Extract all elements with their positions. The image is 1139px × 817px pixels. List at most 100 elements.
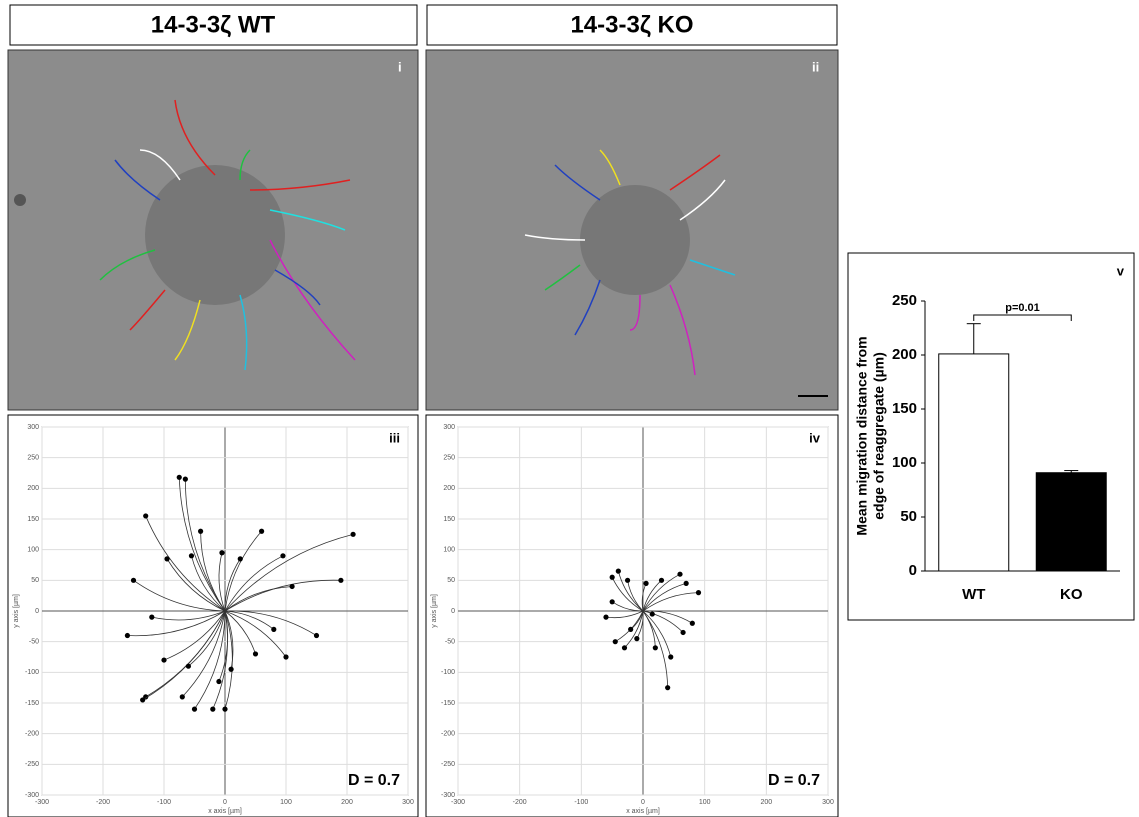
track-end bbox=[283, 654, 289, 660]
x-tick-label: 0 bbox=[641, 799, 645, 806]
panel-label: iv bbox=[809, 430, 821, 445]
track bbox=[188, 610, 226, 667]
track-end bbox=[237, 556, 243, 562]
track-end bbox=[665, 685, 671, 691]
y-axis-label: Mean migration distance from bbox=[854, 336, 870, 535]
track bbox=[642, 610, 672, 658]
track bbox=[642, 610, 669, 688]
track bbox=[624, 610, 644, 649]
track bbox=[224, 610, 287, 658]
y-tick-label: -100 bbox=[25, 669, 39, 676]
x-tick-label: -100 bbox=[574, 799, 588, 806]
track-end bbox=[140, 697, 146, 703]
y-tick-label: 200 bbox=[27, 485, 39, 492]
x-tick-label: -100 bbox=[157, 799, 171, 806]
panel-frame bbox=[425, 414, 839, 817]
y-tick-label: -250 bbox=[441, 761, 455, 768]
track bbox=[224, 610, 317, 636]
track bbox=[178, 477, 226, 612]
y-tick-label: -250 bbox=[25, 761, 39, 768]
y-tick-label: -300 bbox=[441, 792, 455, 799]
track-end bbox=[222, 706, 228, 712]
bar bbox=[1035, 472, 1107, 572]
y-tick-label: 0 bbox=[451, 608, 455, 615]
x-tick-label: -200 bbox=[96, 799, 110, 806]
track-end bbox=[338, 577, 344, 583]
track bbox=[194, 610, 226, 710]
track bbox=[642, 583, 687, 612]
y-axis-label: y axis [µm] bbox=[13, 594, 20, 628]
panel-label: ii bbox=[812, 59, 819, 74]
track-end bbox=[164, 556, 170, 562]
track bbox=[224, 531, 262, 612]
panel-frame bbox=[7, 414, 419, 817]
track-end bbox=[612, 639, 618, 645]
track bbox=[627, 580, 644, 612]
track-end bbox=[689, 620, 695, 626]
y-tick-label: 50 bbox=[900, 508, 917, 525]
y-tick-label: 150 bbox=[892, 400, 917, 417]
track bbox=[611, 601, 644, 612]
track-end bbox=[188, 553, 195, 559]
track-end bbox=[130, 577, 137, 583]
track-end bbox=[289, 583, 295, 590]
track-end bbox=[161, 657, 167, 663]
track bbox=[224, 533, 354, 612]
track-end bbox=[350, 531, 356, 537]
track bbox=[182, 610, 226, 698]
y-tick-label: 150 bbox=[443, 516, 455, 523]
track bbox=[151, 610, 226, 621]
bar bbox=[938, 353, 1010, 572]
y-tick-label: 0 bbox=[35, 608, 39, 615]
track bbox=[218, 610, 229, 682]
track bbox=[166, 558, 226, 612]
track-end bbox=[143, 513, 149, 519]
track bbox=[611, 577, 644, 612]
track-end bbox=[649, 611, 655, 617]
track-end bbox=[609, 574, 615, 580]
x-tick-label: 100 bbox=[699, 799, 711, 806]
track-end bbox=[603, 614, 609, 620]
track-end bbox=[634, 636, 640, 642]
y-tick-label: 300 bbox=[27, 424, 39, 431]
y-tick-label: -200 bbox=[25, 731, 39, 738]
track bbox=[605, 610, 644, 619]
significance-bracket bbox=[973, 314, 1072, 321]
header-box bbox=[426, 4, 838, 46]
track-end bbox=[219, 550, 225, 556]
track bbox=[163, 610, 226, 661]
track bbox=[224, 558, 241, 612]
y-tick-label: 300 bbox=[443, 424, 455, 431]
y-tick-label: 100 bbox=[27, 547, 39, 554]
y-tick-label: 0 bbox=[909, 562, 917, 579]
track bbox=[642, 580, 662, 612]
track bbox=[224, 610, 275, 630]
x-tick-label: 0 bbox=[223, 799, 227, 806]
y-tick-label: -150 bbox=[441, 700, 455, 707]
x-tick-label: 100 bbox=[280, 799, 292, 806]
track bbox=[142, 610, 226, 701]
track-end bbox=[609, 599, 615, 605]
track-end bbox=[313, 632, 320, 639]
track-end bbox=[124, 632, 130, 639]
y-axis-label: y axis [µm] bbox=[431, 594, 438, 628]
x-tick-label: KO bbox=[1060, 586, 1083, 603]
track-end bbox=[252, 651, 259, 657]
track bbox=[133, 580, 226, 612]
track-end bbox=[668, 654, 674, 660]
micrograph bbox=[7, 49, 419, 411]
panel-label: iii bbox=[389, 430, 400, 445]
x-tick-label: 200 bbox=[341, 799, 353, 806]
annotation: D = 0.7 bbox=[348, 772, 400, 789]
track-end bbox=[182, 476, 188, 482]
y-tick-label: -150 bbox=[25, 700, 39, 707]
annotation: D = 0.7 bbox=[768, 772, 820, 789]
y-tick-label: 250 bbox=[443, 455, 455, 462]
track bbox=[200, 531, 226, 612]
track bbox=[127, 610, 226, 637]
x-tick-label: -300 bbox=[451, 799, 465, 806]
track-end bbox=[149, 614, 155, 620]
y-tick-label: 200 bbox=[443, 485, 455, 492]
track bbox=[642, 610, 693, 624]
